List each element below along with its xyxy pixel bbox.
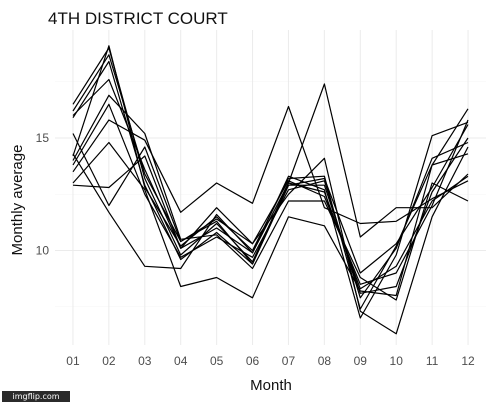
x-tick-label: 06 bbox=[246, 354, 260, 368]
x-tick-label: 05 bbox=[210, 354, 224, 368]
series-line-2 bbox=[72, 45, 469, 310]
y-tick-labels: 10 15 bbox=[36, 131, 50, 258]
series-lines bbox=[72, 45, 469, 335]
x-axis-title: Month bbox=[250, 377, 292, 394]
y-axis-title: Monthly average bbox=[9, 145, 26, 256]
series-line-6 bbox=[72, 94, 469, 301]
y-tick-label: 10 bbox=[36, 244, 50, 258]
series-line-5 bbox=[72, 78, 469, 319]
series-line-9 bbox=[72, 141, 469, 299]
chart-title: 4TH DISTRICT COURT bbox=[48, 9, 228, 28]
x-tick-label: 01 bbox=[66, 354, 80, 368]
series-line-12 bbox=[72, 124, 469, 274]
x-tick-label: 10 bbox=[390, 354, 404, 368]
x-tick-label: 09 bbox=[354, 354, 368, 368]
x-tick-label: 08 bbox=[318, 354, 332, 368]
x-tick-labels: 01 02 03 04 05 06 07 08 09 10 11 12 bbox=[66, 354, 475, 368]
x-tick-label: 04 bbox=[174, 354, 188, 368]
x-tick-label: 12 bbox=[461, 354, 475, 368]
series-line-8 bbox=[72, 105, 469, 225]
y-tick-label: 15 bbox=[36, 131, 50, 145]
x-tick-label: 07 bbox=[282, 354, 296, 368]
x-tick-label: 02 bbox=[102, 354, 116, 368]
x-tick-label: 11 bbox=[426, 354, 439, 368]
series-line-10 bbox=[72, 146, 469, 335]
watermark-logo: imgflip.com bbox=[2, 391, 70, 402]
series-line-11 bbox=[72, 83, 469, 270]
x-tick-label: 03 bbox=[138, 354, 152, 368]
